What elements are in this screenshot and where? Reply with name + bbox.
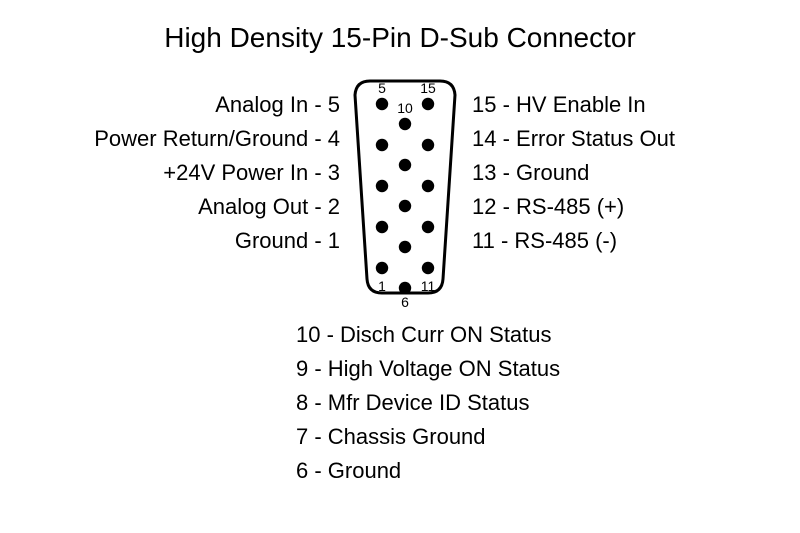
pin-number-1: 1 (374, 278, 390, 294)
pin-dot (399, 241, 411, 253)
pin-dot (422, 98, 434, 110)
pin-label-1: Ground - 1 (235, 228, 340, 254)
diagram-title: High Density 15-Pin D-Sub Connector (0, 22, 800, 54)
pin-dot (399, 282, 411, 294)
pin-label-3: +24V Power In - 3 (163, 160, 340, 186)
pin-dot (376, 180, 388, 192)
pin-label-10: 10 - Disch Curr ON Status (296, 322, 552, 348)
pin-dot (399, 118, 411, 130)
pin-label-6: 6 - Ground (296, 458, 401, 484)
pin-dot (422, 180, 434, 192)
pin-label-15: 15 - HV Enable In (472, 92, 646, 118)
pin-number-5: 5 (374, 80, 390, 96)
pin-dot (422, 221, 434, 233)
pin-dot (399, 200, 411, 212)
pin-label-5: Analog In - 5 (215, 92, 340, 118)
pin-label-4: Power Return/Ground - 4 (94, 126, 340, 152)
pin-number-11: 11 (420, 278, 436, 294)
pin-number-15: 15 (420, 80, 436, 96)
pin-label-7: 7 - Chassis Ground (296, 424, 486, 450)
pin-label-12: 12 - RS-485 (+) (472, 194, 624, 220)
pin-dot (399, 159, 411, 171)
pin-dot (376, 98, 388, 110)
pin-label-9: 9 - High Voltage ON Status (296, 356, 560, 382)
pin-dot (376, 262, 388, 274)
pin-label-13: 13 - Ground (472, 160, 589, 186)
pin-label-14: 14 - Error Status Out (472, 126, 675, 152)
pin-label-2: Analog Out - 2 (198, 194, 340, 220)
pin-label-11: 11 - RS-485 (-) (472, 228, 617, 254)
pin-dot (422, 262, 434, 274)
pin-dot (422, 139, 434, 151)
pin-dot (376, 221, 388, 233)
pin-number-6: 6 (397, 294, 413, 310)
pin-dot (376, 139, 388, 151)
pin-label-8: 8 - Mfr Device ID Status (296, 390, 530, 416)
pin-number-10: 10 (397, 100, 413, 116)
